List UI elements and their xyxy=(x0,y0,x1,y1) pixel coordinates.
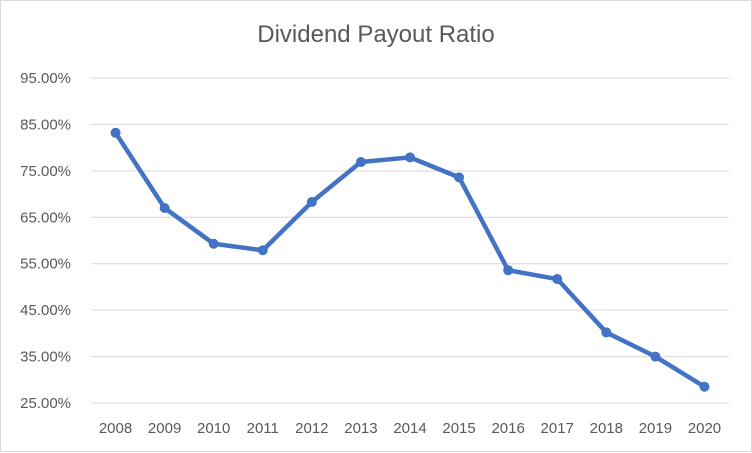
y-tick-label: 45.00% xyxy=(20,302,71,319)
data-point xyxy=(405,152,415,163)
x-tick-label: 2015 xyxy=(442,420,475,437)
y-tick-label: 95.00% xyxy=(20,70,71,87)
y-tick-label: 75.00% xyxy=(20,163,71,180)
x-tick-label: 2009 xyxy=(148,420,181,437)
data-point xyxy=(159,203,170,213)
y-tick-label: 65.00% xyxy=(20,209,71,226)
x-tick-label: 2020 xyxy=(688,420,721,437)
x-tick-label: 2017 xyxy=(541,420,574,437)
data-point xyxy=(650,351,661,362)
x-tick-label: 2013 xyxy=(344,420,377,437)
x-tick-label: 2019 xyxy=(639,420,672,437)
data-point xyxy=(306,196,317,207)
y-tick-label: 55.00% xyxy=(20,256,71,273)
data-point xyxy=(699,381,710,392)
data-point xyxy=(552,274,563,285)
data-point xyxy=(601,327,612,338)
x-tick-label: 2014 xyxy=(393,420,426,437)
x-tick-label: 2011 xyxy=(247,420,279,437)
data-point xyxy=(110,127,121,138)
data-point xyxy=(208,238,219,249)
chart-title: Dividend Payout Ratio xyxy=(257,21,495,48)
y-tick-label: 25.00% xyxy=(20,395,71,412)
x-tick-label: 2010 xyxy=(197,420,230,437)
data-point xyxy=(454,172,465,183)
x-tick-label: 2018 xyxy=(590,420,623,437)
x-tick-label: 2008 xyxy=(99,420,132,437)
data-point xyxy=(503,265,514,276)
x-tick-label: 2016 xyxy=(491,420,524,437)
x-tick-label: 2012 xyxy=(295,420,328,437)
y-tick-label: 85.00% xyxy=(20,116,71,133)
y-tick-label: 35.00% xyxy=(20,349,71,366)
data-point xyxy=(355,157,366,168)
data-point xyxy=(257,245,268,256)
